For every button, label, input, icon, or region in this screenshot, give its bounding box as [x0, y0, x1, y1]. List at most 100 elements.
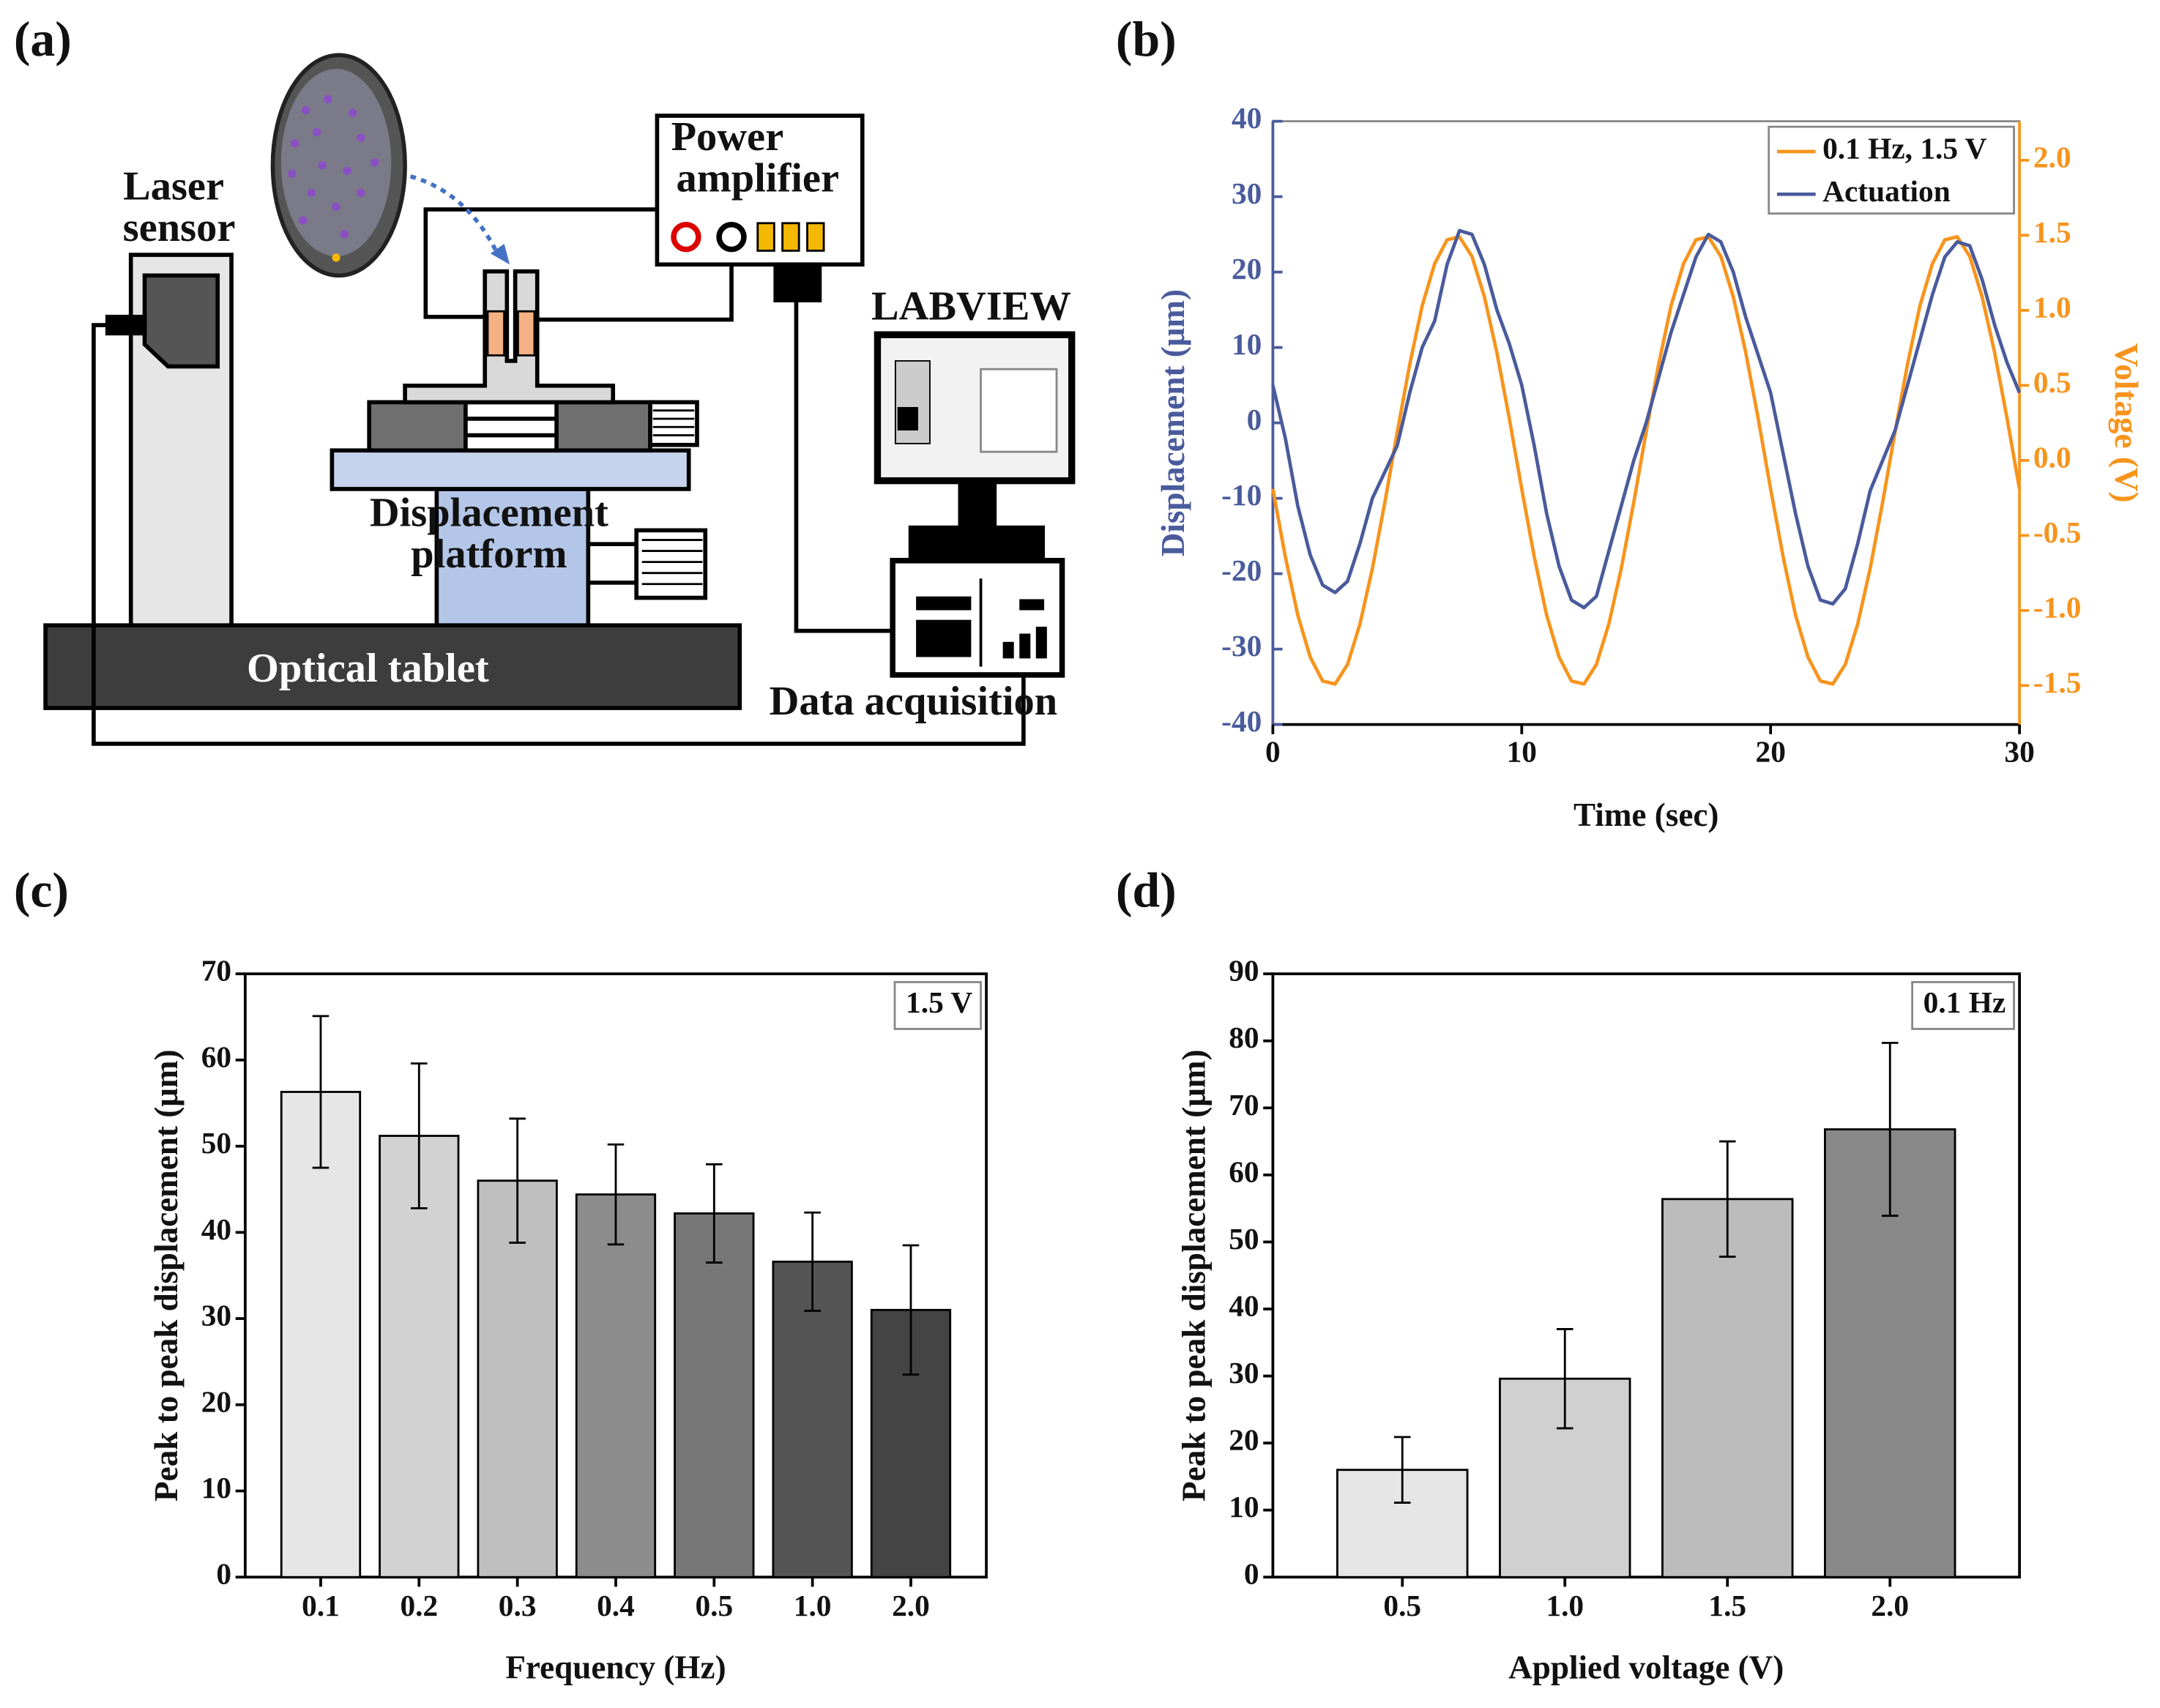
connector [773, 262, 822, 303]
series-line [1271, 228, 2022, 610]
holder [403, 269, 616, 405]
wafer-inner [280, 69, 392, 256]
platform-plate [329, 448, 691, 491]
y-tick-label: -10 [1221, 478, 1262, 512]
wire [423, 207, 677, 319]
screen-panel [894, 360, 931, 444]
label: Displacement [370, 491, 608, 536]
terminal [671, 221, 701, 253]
y-tick-label: -20 [1221, 553, 1262, 587]
series-line [1271, 235, 2022, 686]
y-tick-label: 50 [1229, 1222, 1259, 1256]
x-axis-label: Time (sec) [1574, 797, 1718, 833]
label: platform [411, 532, 567, 577]
x-tick-label: 20 [1756, 735, 1786, 769]
y-tick-label: 30 [1229, 1356, 1259, 1390]
laser-head [142, 273, 220, 369]
y2-tick-label: 0.0 [2033, 440, 2071, 474]
label: LABVIEW [871, 283, 1071, 329]
y-tick-label: 70 [1229, 1088, 1259, 1122]
y-tick-label: 80 [1229, 1021, 1259, 1054]
y-tick-label: 40 [1232, 101, 1262, 135]
diagram-labels: Laser sensor Power amplifier LABVIEW Dis… [123, 114, 1071, 724]
x-tick-label: 2.0 [892, 1589, 930, 1622]
y-tick-label: 60 [201, 1040, 231, 1073]
y-tick-label: 90 [1229, 954, 1259, 988]
knob-stem [586, 542, 639, 585]
y-tick-label: 10 [1232, 327, 1262, 361]
y-tick-label: 10 [201, 1471, 231, 1504]
annotation-box [893, 981, 982, 1030]
annotation: 1.5 V [906, 985, 972, 1019]
y-axis-label: Peak to peak displacement (μm) [1175, 1050, 1212, 1502]
wire [537, 245, 734, 322]
legend-box [1768, 125, 2015, 215]
y2-axis-label: Voltage (V) [2108, 343, 2145, 503]
x-tick-label: 0 [1265, 735, 1281, 769]
annotation: 0.1 Hz [1923, 985, 2006, 1019]
label: Data acquisition [770, 679, 1058, 724]
x-axis-label: Frequency (Hz) [505, 1649, 726, 1686]
y-tick-label: 0 [1244, 1557, 1259, 1591]
x-tick-label: 0.5 [695, 1589, 733, 1622]
y-tick-label: 30 [1232, 176, 1262, 210]
y-tick-label: 20 [1229, 1423, 1259, 1457]
x-tick-label: 30 [2004, 735, 2034, 769]
bar [575, 1193, 657, 1578]
annotation-box [1911, 981, 2015, 1030]
wire [92, 323, 1026, 746]
button [806, 222, 825, 252]
panel-label: (d) [1116, 862, 1177, 917]
y-tick-label: 20 [1232, 252, 1262, 286]
daq-part [916, 619, 972, 657]
x-axis-label: Applied voltage (V) [1508, 1649, 1784, 1686]
label: amplifier [676, 155, 839, 201]
x-tick-label: 0.4 [597, 1589, 635, 1622]
legend-label: 0.1 Hz, 1.5 V [1822, 131, 1987, 165]
y2-tick-label: 2.0 [2033, 140, 2071, 174]
x-tick-label: 2.0 [1871, 1589, 1909, 1622]
label: Laser [123, 164, 224, 209]
daq-part [1002, 641, 1014, 659]
screen-icon [897, 406, 918, 430]
wire [794, 300, 895, 633]
label: Power [671, 114, 784, 160]
y-tick-label: 20 [201, 1384, 231, 1418]
y2-tick-label: -0.5 [2033, 515, 2082, 549]
label: Optical tablet [247, 646, 489, 691]
knob [648, 400, 699, 447]
x-tick-label: 1.0 [794, 1589, 832, 1622]
wafer-mark [332, 253, 340, 262]
actuator [486, 310, 505, 357]
y-tick-label: 50 [201, 1126, 231, 1160]
y-tick-label: 0 [1247, 403, 1262, 436]
y2-tick-label: 1.0 [2033, 290, 2071, 324]
y-tick-label: 40 [201, 1212, 231, 1246]
y2-tick-label: -1.0 [2033, 590, 2082, 624]
daq-part [1019, 633, 1031, 659]
arrow-head [490, 244, 510, 265]
y2-tick-label: -1.5 [2033, 665, 2082, 699]
knob [634, 528, 708, 600]
y2-tick-label: 1.5 [2033, 215, 2071, 249]
bar [1661, 1198, 1794, 1578]
panel-label: (b) [1116, 12, 1177, 67]
x-tick-label: 1.5 [1708, 1589, 1746, 1622]
y-tick-label: 70 [201, 954, 231, 988]
daq-part [1019, 599, 1045, 611]
legend-label: Actuation [1822, 174, 1951, 208]
terminal [716, 221, 747, 253]
y-tick-label: -40 [1221, 704, 1262, 738]
y-axis-label: Peak to peak displacement (μm) [148, 1050, 185, 1502]
plot-frame [1271, 972, 2021, 1579]
y-tick-label: 0 [216, 1557, 231, 1591]
y2-tick-label: 0.5 [2033, 365, 2071, 399]
laser-port [105, 314, 147, 336]
arrow [409, 174, 501, 258]
bar [477, 1179, 558, 1578]
wafer-dots [288, 94, 379, 239]
diagram [43, 53, 1076, 746]
label: sensor [123, 205, 236, 250]
button [756, 222, 775, 252]
